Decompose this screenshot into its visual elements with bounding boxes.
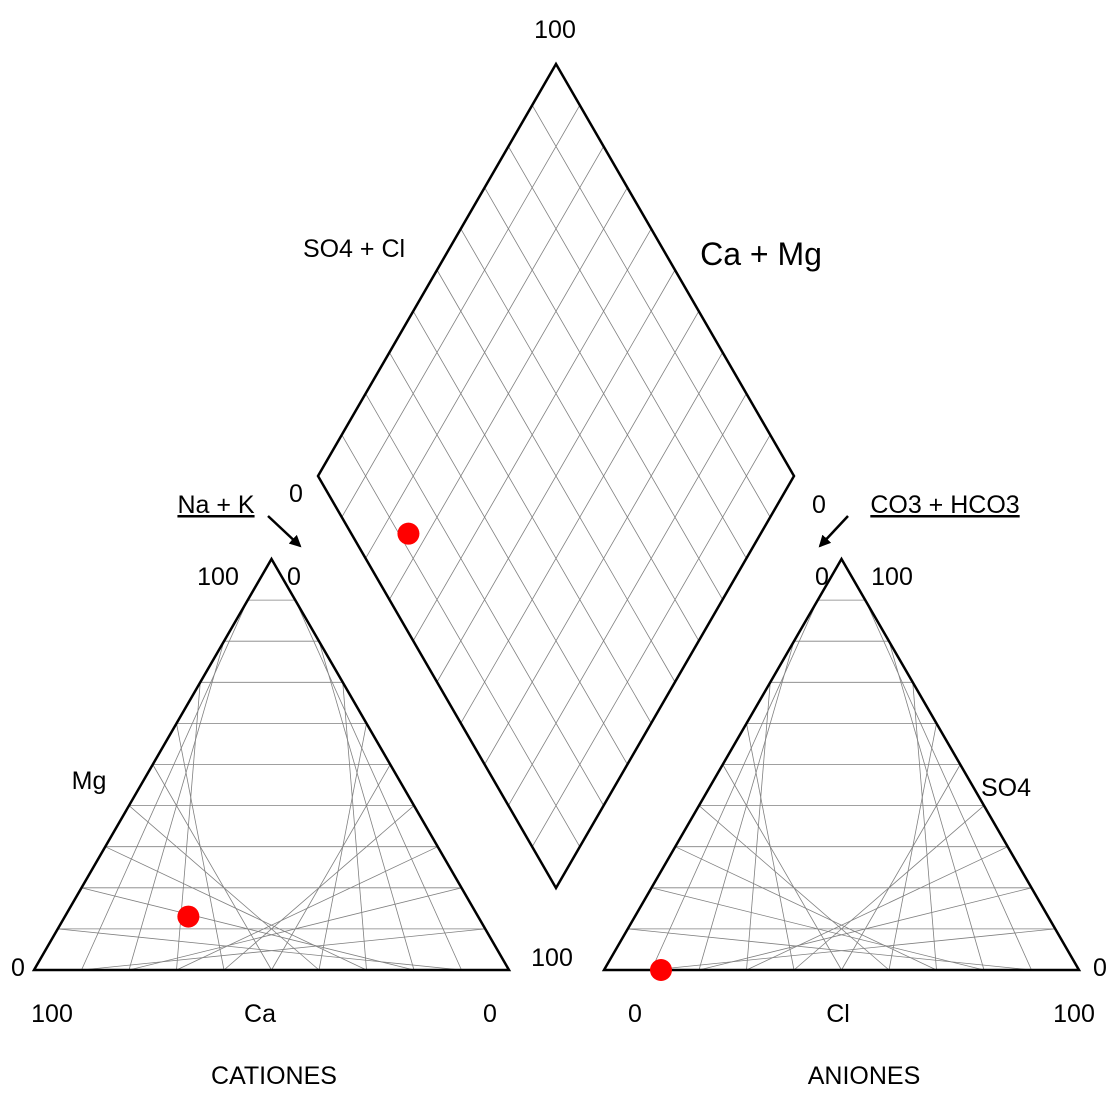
diamond-bottom-tick: 100 <box>531 944 573 972</box>
cation-sample-point <box>177 905 200 928</box>
diamond-grid-line <box>531 104 771 518</box>
anion-apex-zero-tick: 0 <box>815 563 829 591</box>
diamond-right-axis-label: Ca + Mg <box>700 236 822 272</box>
cation-apex-label: Na + K <box>177 491 254 519</box>
anion-right-axis-label: SO4 <box>981 774 1031 802</box>
diamond-outline <box>316 61 796 891</box>
outline-layer <box>31 61 1082 972</box>
anion-grid-diag-b <box>888 641 985 971</box>
anion-grid-diag-b <box>912 682 937 971</box>
cation-grid-diag-b <box>342 682 367 971</box>
cation-title: CATIONES <box>211 1062 337 1090</box>
cation-grid-diag-a <box>81 887 415 971</box>
anion-title: ANIONES <box>808 1062 921 1090</box>
cation-left-axis-label: Mg <box>72 767 107 795</box>
cation-grid-diag-a <box>128 805 320 971</box>
cation-apex-top-tick: 100 <box>197 563 239 591</box>
cation-grid-diag-a <box>105 846 367 971</box>
cation-bottom-axis-label: Ca <box>244 1000 276 1028</box>
diamond-grid-line <box>412 228 652 642</box>
diamond-right-tick: 0 <box>812 491 826 519</box>
anion-grid-diag-a <box>722 764 842 971</box>
anion-apex-top-tick: 100 <box>871 563 913 591</box>
cation-grid-diag-b <box>271 764 391 971</box>
diamond-grid-line <box>436 269 676 683</box>
diamond-grid-line <box>389 187 628 600</box>
anion-grid-diag-a <box>627 928 1032 971</box>
diamond-sample-point <box>397 522 420 545</box>
cation-bottom-left-tick: 100 <box>31 1000 73 1028</box>
cation-grid-diag-b <box>294 599 462 971</box>
diamond-grid-line <box>341 104 581 518</box>
diamond-grid-line <box>484 187 723 600</box>
anion-triangle-outline <box>601 556 1082 972</box>
cation-bottom-right-tick: 0 <box>483 1000 497 1028</box>
anion-bottom-right-tick: 100 <box>1053 1000 1095 1028</box>
cation-apex-arrow <box>267 515 302 548</box>
anion-grid-diag-a <box>675 846 937 971</box>
anion-grid-diag-a <box>651 887 985 971</box>
cation-grid-diag-a <box>57 928 462 971</box>
anion-bottom-axis-label: Cl <box>826 1000 850 1028</box>
cation-triangle-outline <box>31 556 512 972</box>
cation-left-bottom-tick: 0 <box>11 954 25 982</box>
anion-apex-label: CO3 + HCO3 <box>870 491 1019 519</box>
anion-right-bottom-tick: 0 <box>1093 954 1107 982</box>
diamond-grid-line <box>508 146 747 559</box>
cation-apex-zero-tick: 0 <box>287 563 301 591</box>
anion-grid-diag-b <box>864 599 1032 971</box>
diamond-left-tick: 0 <box>289 480 303 508</box>
anion-grid-diag-b <box>888 723 937 971</box>
sample-points <box>177 522 672 981</box>
anion-grid-diag-a <box>698 805 890 971</box>
diamond-top-tick: 100 <box>534 16 576 44</box>
diamond-grid-line <box>460 228 700 642</box>
diamond-left-axis-label: SO4 + Cl <box>303 235 405 263</box>
cation-grid-diag-b <box>318 723 367 971</box>
cation-grid-diag-a <box>152 764 272 971</box>
cation-grid-diag-b <box>318 641 415 971</box>
diamond-grid-line <box>365 146 604 559</box>
grid-layer <box>57 104 1056 971</box>
anion-apex-arrow <box>818 515 849 548</box>
anion-sample-point <box>650 959 672 981</box>
anion-bottom-left-tick: 0 <box>628 1000 642 1028</box>
anion-grid-diag-b <box>841 764 961 971</box>
